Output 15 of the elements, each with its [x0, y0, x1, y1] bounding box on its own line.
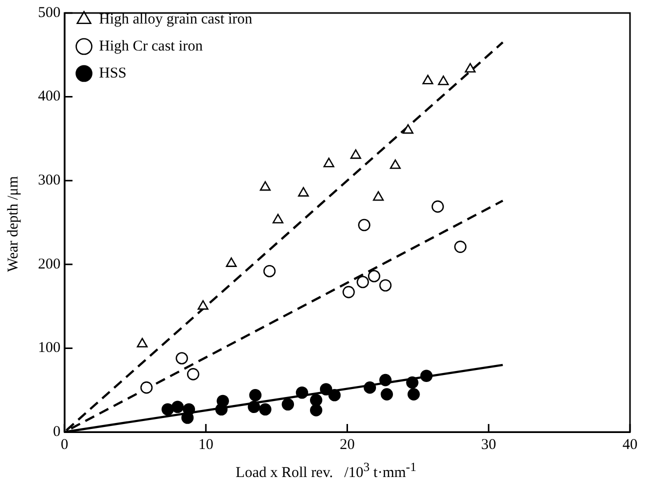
y-tick-label: 300 — [38, 172, 60, 189]
y-tick-label: 400 — [38, 88, 60, 105]
y-tick-label: 0 — [53, 424, 60, 440]
x-tick-label: 40 — [622, 436, 638, 453]
x-tick-label: 20 — [340, 436, 355, 453]
y-tick-label: 100 — [38, 340, 60, 356]
legend-label: HSS — [99, 65, 127, 82]
x-tick-label: 30 — [481, 436, 496, 453]
legend-label: High alloy grain cast iron — [99, 11, 253, 28]
y-tick-label: 200 — [38, 256, 60, 272]
x-tick-label: 10 — [198, 436, 214, 453]
x-axis-title: Load x Roll rev. /10$^{3}$ t·mm$^{-1}$ — [234, 460, 418, 482]
y-tick-label: 500 — [38, 4, 60, 21]
y-axis-title: Wear depth /μm — [6, 176, 22, 272]
legend-label: High Cr cast iron — [99, 38, 204, 54]
